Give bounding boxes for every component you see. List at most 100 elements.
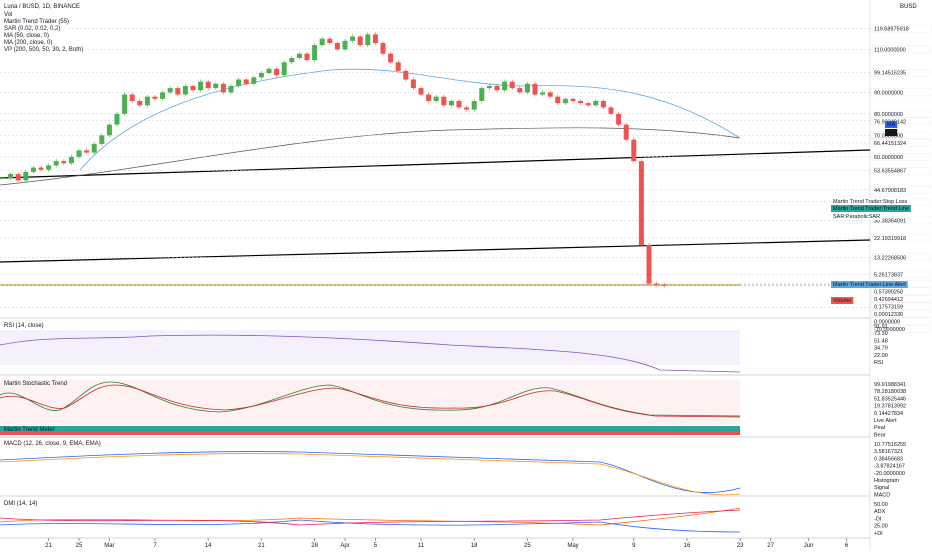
x-tick-label: 5 bbox=[374, 543, 378, 549]
pane-title: MACD (12, 26, close, 9, EMA, EMA) bbox=[4, 441, 101, 447]
candle bbox=[76, 150, 82, 157]
price-label: 99.14516235 bbox=[874, 71, 906, 77]
candle bbox=[593, 100, 599, 106]
pane-axis-label: Histogram bbox=[874, 478, 899, 484]
price-label: 13.22268506 bbox=[874, 255, 906, 261]
indicator-tag: MA bbox=[887, 122, 896, 128]
tag-bg bbox=[831, 205, 911, 212]
candle bbox=[486, 85, 492, 89]
price-tag-bg bbox=[870, 117, 932, 126]
tag-bg bbox=[885, 121, 898, 128]
candle bbox=[38, 167, 44, 170]
x-tick-label: Apr bbox=[340, 543, 349, 549]
tag-bg bbox=[831, 213, 883, 220]
candle bbox=[8, 174, 14, 179]
candle bbox=[228, 85, 234, 93]
candle bbox=[213, 83, 219, 89]
indicator-tag: Martin Trend Trader:Stop Loss bbox=[833, 199, 908, 205]
pane-axis-label: -20.0000000 bbox=[874, 471, 905, 477]
price-tag-bg bbox=[870, 270, 932, 279]
trend-line bbox=[0, 149, 871, 179]
pane-axis-label: Signal bbox=[874, 485, 889, 491]
candle bbox=[251, 77, 257, 84]
price-tag-bg bbox=[870, 88, 932, 97]
candle bbox=[509, 81, 515, 89]
price-label: 110.0000000 bbox=[874, 47, 906, 53]
pane-axis-label: 51.48 bbox=[874, 338, 888, 344]
pane-title: Martin Stochastic Trend bbox=[4, 381, 67, 387]
candle bbox=[456, 100, 462, 108]
candle bbox=[304, 53, 310, 61]
candle bbox=[570, 98, 576, 101]
indicator-label: MA (50, close, 0) bbox=[4, 33, 49, 39]
candle bbox=[205, 81, 211, 89]
minus-di bbox=[0, 509, 741, 526]
candle bbox=[46, 165, 52, 170]
rsi-band bbox=[0, 330, 740, 365]
candle bbox=[319, 38, 325, 46]
candle bbox=[410, 79, 416, 89]
price-tag-bg bbox=[870, 139, 932, 147]
candle bbox=[448, 100, 454, 106]
candle bbox=[426, 94, 432, 101]
candle bbox=[327, 38, 333, 43]
price-label: 22.19319918 bbox=[874, 236, 906, 242]
candle bbox=[137, 100, 143, 106]
stoch-k bbox=[0, 381, 741, 417]
indicator-label: MA (200, close, 0) bbox=[4, 40, 52, 46]
candle bbox=[464, 107, 470, 110]
candle bbox=[608, 107, 614, 114]
candle bbox=[388, 53, 394, 63]
price-label: 44.67908183 bbox=[874, 188, 906, 194]
price-tag-bg bbox=[870, 317, 932, 326]
price-tag-bg bbox=[870, 24, 932, 33]
pane-axis-label: 19.37813992 bbox=[874, 404, 906, 410]
x-tick-label: 27 bbox=[767, 543, 774, 549]
x-tick-label: 18 bbox=[471, 543, 478, 549]
ma-50 bbox=[79, 68, 741, 171]
candle bbox=[600, 100, 606, 108]
candle bbox=[540, 92, 546, 95]
pane-axis-label: 0.38456683 bbox=[874, 456, 903, 462]
candle bbox=[502, 81, 508, 91]
candle bbox=[403, 70, 409, 80]
price-tag-bg bbox=[870, 69, 932, 77]
candle bbox=[616, 113, 622, 125]
price-label: 0.42694412 bbox=[874, 297, 903, 303]
candle bbox=[631, 139, 637, 162]
currency: BUSD bbox=[900, 4, 917, 10]
trend-meter bbox=[0, 426, 740, 431]
candle bbox=[91, 143, 97, 153]
x-tick-label: 11 bbox=[418, 543, 425, 549]
x-tick-label: 25 bbox=[76, 543, 83, 549]
price-tag-bg bbox=[870, 234, 932, 242]
candle bbox=[236, 79, 242, 86]
pane-axis-label: ADX bbox=[874, 509, 886, 515]
price-tag-bg bbox=[870, 310, 932, 318]
candle bbox=[68, 156, 74, 164]
x-tick-label: 16 bbox=[684, 543, 691, 549]
plus-di bbox=[0, 519, 741, 533]
pane-axis-label: 51.83525446 bbox=[874, 396, 906, 402]
pane-axis-label: 0.14427834 bbox=[874, 411, 903, 417]
tag-bg bbox=[831, 198, 910, 205]
candle bbox=[638, 161, 644, 245]
price-tag-bg bbox=[870, 166, 932, 175]
x-tick-label: Mar bbox=[104, 543, 114, 549]
price-label: 80.0000000 bbox=[874, 112, 903, 118]
stoch-d bbox=[0, 384, 741, 418]
candle bbox=[623, 124, 629, 140]
adx-line bbox=[0, 507, 741, 526]
candle bbox=[99, 135, 105, 144]
pane-title: Martin Trend Meter bbox=[4, 427, 55, 433]
candle bbox=[555, 96, 561, 104]
price-tag-bg bbox=[870, 253, 932, 262]
price-tag-bg bbox=[870, 302, 932, 311]
chart-title: Luna / BUSD, 1D, BINANCE bbox=[4, 4, 80, 10]
candle bbox=[646, 244, 652, 284]
price-label: 119.68975918 bbox=[874, 27, 909, 33]
candle bbox=[266, 68, 272, 74]
pane-axis-label: MACD bbox=[874, 492, 890, 498]
price-tag-bg bbox=[870, 216, 932, 225]
candle bbox=[15, 174, 21, 181]
